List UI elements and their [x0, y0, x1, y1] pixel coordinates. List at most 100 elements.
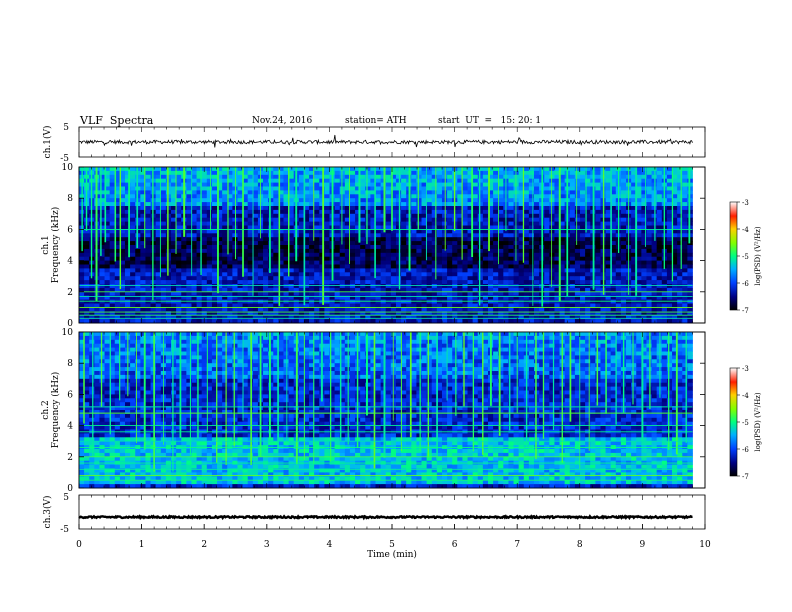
spectrogram-cell: [554, 299, 560, 304]
spectrogram-cell: [554, 280, 560, 285]
spectrogram-cell: [79, 319, 85, 324]
spectrogram-cell: [380, 307, 387, 312]
spectrogram-cell: [171, 190, 177, 195]
spectrogram-cell: [385, 174, 392, 180]
spectrogram-cell: [559, 202, 566, 207]
spectrogram-cell: [615, 287, 622, 293]
spectrogram-cell: [595, 295, 601, 300]
spectrogram-cell: [462, 225, 468, 230]
spectrogram-cell: [217, 213, 223, 219]
spectrogram-cell: [283, 245, 289, 250]
spectrogram-cell: [441, 225, 448, 230]
spectrogram-cell: [503, 295, 509, 300]
spectrogram-cell: [559, 291, 566, 297]
spectrogram-cell: [477, 178, 484, 183]
spectrogram-cell: [242, 276, 249, 281]
spectrogram-cell: [329, 307, 336, 312]
spectrogram-cell: [176, 206, 182, 211]
spectrogram-cell: [252, 206, 259, 211]
spectrogram-cell: [487, 178, 494, 183]
spectrogram-cell: [145, 291, 151, 297]
spectrogram-cell: [155, 276, 162, 281]
spectrogram-cell: [687, 245, 693, 250]
spectrogram-cell: [651, 264, 658, 269]
spectrogram-cell: [186, 190, 192, 195]
spectrogram-cell: [165, 315, 172, 320]
spectrogram-cell: [636, 225, 642, 230]
spectrogram-cell: [196, 198, 203, 203]
spectrogram-cell: [646, 194, 652, 199]
spectrogram-cell: [554, 319, 560, 324]
spectrogram-cell: [498, 217, 504, 222]
spectrogram-cell: [672, 311, 678, 316]
spectrogram-cell: [431, 295, 438, 300]
spectrogram-cell: [349, 213, 356, 219]
spectrogram-cell: [426, 260, 433, 265]
spectrogram-cell: [365, 209, 371, 215]
spectrogram-cell: [401, 170, 407, 176]
spectrogram-cell: [309, 209, 315, 215]
spectrogram-cell: [508, 221, 514, 226]
spectrogram-cell: [421, 206, 428, 211]
spectrogram-cell: [528, 225, 535, 230]
spectrogram-cell: [406, 280, 412, 285]
spectrogram-cell: [309, 315, 315, 320]
spectrogram-cell: [385, 237, 392, 242]
spectrogram-cell: [447, 307, 453, 312]
spectrogram-cell: [288, 315, 295, 320]
spectrogram-cell: [590, 307, 596, 312]
spectrogram-cell: [155, 287, 162, 293]
spectrogram-cell: [472, 241, 479, 246]
spectrogram-cell: [160, 186, 167, 191]
spectrogram-cell: [666, 291, 673, 297]
spectrogram-cell: [508, 291, 514, 297]
spectrogram-cell: [523, 307, 530, 312]
spectrogram-cell: [288, 182, 295, 187]
spectrogram-cell: [135, 260, 141, 265]
spectrogram-cell: [227, 190, 233, 195]
spectrogram-cell: [114, 248, 121, 254]
spectrogram-cell: [431, 182, 438, 187]
spectrogram-cell: [344, 206, 351, 211]
spectrogram-cell: [467, 260, 474, 265]
spectrogram-cell: [431, 237, 438, 242]
spectrogram-cell: [503, 280, 509, 285]
spectrogram-cell: [211, 170, 218, 176]
spectrogram-cell: [252, 213, 259, 219]
spectrogram-cell: [574, 190, 581, 195]
spectrogram-cell: [135, 295, 141, 300]
spectrogram-cell: [114, 221, 121, 226]
spectrogram-cell: [99, 268, 105, 273]
spectrogram-cell: [99, 198, 105, 203]
spectrogram-cell: [130, 213, 136, 219]
spectrogram-cell: [518, 198, 525, 203]
spectrogram-cell: [528, 221, 535, 226]
spectrogram-cell: [329, 291, 336, 297]
spectrogram-cell: [498, 268, 504, 273]
spectrogram-cell: [457, 167, 463, 172]
spectrogram-cell: [201, 206, 208, 211]
spectrogram-cell: [171, 174, 177, 180]
spectrogram-cell: [283, 248, 289, 254]
spectrogram-cell: [482, 245, 489, 250]
spectrogram-cell: [257, 241, 264, 246]
spectrogram-cell: [677, 229, 683, 234]
spectrogram-cell: [477, 276, 484, 281]
spectrogram-cell: [165, 229, 172, 234]
spectrogram-cell: [191, 272, 197, 277]
spectrogram-cell: [257, 237, 264, 242]
spectrogram-cell: [636, 202, 642, 207]
spectrogram-cell: [401, 299, 407, 304]
spectrogram-cell: [360, 221, 366, 226]
spectrogram-cell: [636, 303, 642, 308]
spectrogram-cell: [201, 209, 208, 215]
spectrogram-cell: [130, 241, 136, 246]
spectrogram-cell: [605, 284, 612, 289]
spectrogram-cell: [314, 213, 320, 219]
spectrogram-cell: [186, 178, 192, 183]
spectrogram-cell: [334, 319, 341, 324]
spectrogram-cell: [447, 170, 453, 176]
spectrogram-cell: [426, 248, 433, 254]
spectrogram-cell: [477, 272, 484, 277]
spectrogram-cell: [99, 186, 105, 191]
